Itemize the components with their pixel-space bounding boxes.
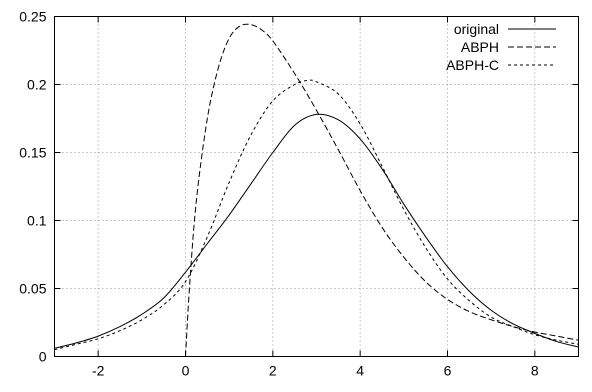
x-tick-label: 6 [444, 363, 452, 379]
plot-frame [54, 16, 579, 357]
y-tick-label: 0.2 [27, 77, 47, 93]
legend: original ABPH ABPH-C [446, 21, 556, 73]
axis-ticks: -2 0 2 4 6 8 0 0.05 0.1 0.15 0.2 0.25 [19, 9, 579, 379]
legend-label: original [454, 21, 499, 37]
y-tick-label: 0.1 [27, 213, 47, 229]
series-line-original [54, 113, 579, 349]
y-tick-label: 0.15 [19, 145, 46, 161]
y-tick-label: 0.25 [19, 9, 46, 25]
y-tick-label: 0.05 [19, 281, 46, 297]
x-tick-label: 4 [356, 363, 364, 379]
legend-label: ABPH-C [446, 57, 499, 73]
series-line-abph-c [54, 79, 579, 351]
series-layer [54, 23, 579, 357]
y-tick-label: 0 [39, 349, 47, 365]
grid [54, 16, 579, 357]
x-tick-label: 8 [531, 363, 539, 379]
x-tick-label: -2 [92, 363, 105, 379]
x-tick-label: 0 [182, 363, 190, 379]
x-tick-label: 2 [269, 363, 277, 379]
legend-label: ABPH [461, 39, 499, 55]
series-line-abph [185, 23, 579, 357]
